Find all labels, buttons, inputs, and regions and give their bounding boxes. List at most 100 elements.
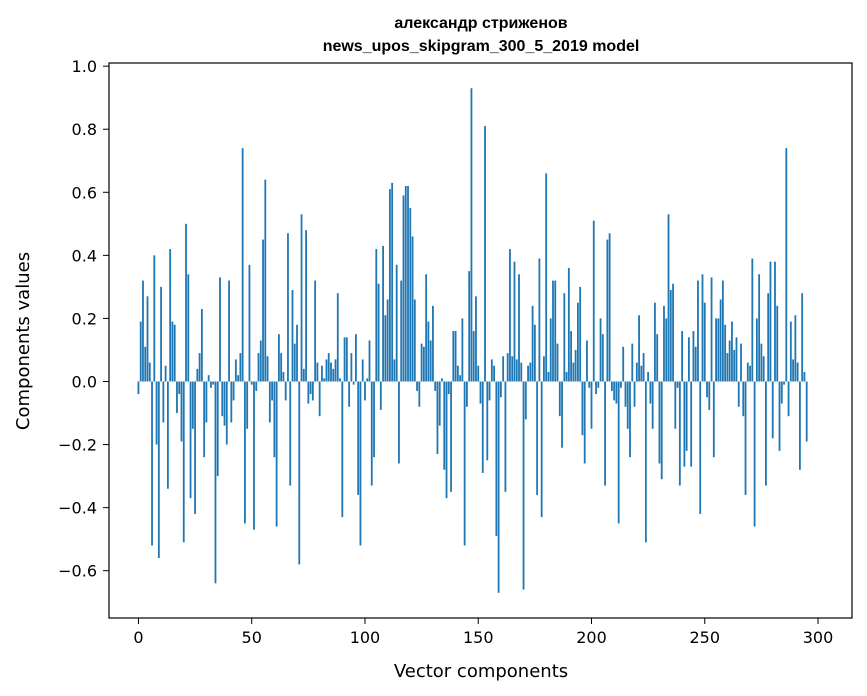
bar-284 (780, 381, 783, 404)
bar-249 (701, 274, 704, 382)
bar-62 (277, 334, 280, 382)
bar-18 (178, 381, 181, 395)
bar-223 (642, 353, 645, 382)
bar-113 (393, 359, 396, 382)
bar-140 (454, 331, 457, 382)
y-tick-label: 0.0 (72, 372, 97, 391)
bar-68 (291, 290, 294, 382)
bar-100 (364, 381, 366, 401)
bar-47 (244, 381, 246, 524)
bar-187 (561, 381, 563, 448)
bar-252 (708, 381, 711, 410)
bar-0 (137, 381, 140, 395)
bar-202 (595, 381, 597, 395)
bar-262 (731, 321, 733, 382)
bar-93 (348, 381, 351, 407)
bar-116 (400, 280, 403, 382)
y-tick-label: −0.6 (58, 562, 97, 581)
bar-115 (398, 381, 400, 464)
bar-88 (336, 293, 339, 382)
bar-200 (590, 381, 593, 429)
bar-125 (420, 343, 423, 382)
bar-155 (488, 381, 491, 401)
bar-281 (774, 261, 776, 382)
bar-157 (493, 365, 495, 382)
bar-8 (155, 381, 158, 445)
x-tick-label: 200 (576, 628, 607, 647)
bar-90 (341, 381, 344, 518)
bar-240 (681, 331, 684, 382)
bar-102 (368, 340, 371, 382)
axes-frame (108, 62, 853, 619)
bar-74 (305, 230, 307, 382)
bar-169 (520, 362, 523, 382)
bar-171 (524, 381, 527, 420)
bar-82 (323, 378, 326, 382)
bar-194 (577, 302, 579, 382)
bar-173 (529, 362, 532, 382)
bar-85 (330, 362, 332, 382)
bar-196 (581, 381, 584, 436)
bar-213 (620, 381, 622, 388)
bar-231 (660, 381, 663, 480)
bar-141 (456, 365, 459, 382)
bar-165 (511, 356, 514, 382)
bar-161 (502, 356, 505, 382)
bar-182 (549, 318, 552, 382)
bar-193 (574, 349, 577, 382)
bar-35 (216, 381, 219, 477)
bar-144 (463, 381, 466, 546)
bar-224 (644, 381, 647, 543)
bar-83 (325, 359, 328, 382)
bar-107 (379, 381, 382, 410)
bar-238 (676, 381, 679, 388)
bar-282 (776, 305, 779, 382)
bar-112 (391, 182, 394, 382)
bar-136 (445, 381, 448, 499)
bar-138 (450, 381, 452, 492)
bar-65 (284, 381, 287, 401)
bar-198 (586, 340, 588, 382)
bar-274 (758, 274, 761, 382)
bar-212 (617, 381, 620, 524)
bar-97 (357, 381, 360, 496)
bar-292 (798, 381, 801, 470)
bar-104 (373, 381, 375, 458)
bar-152 (481, 381, 484, 473)
bar-154 (486, 381, 489, 461)
bar-253 (710, 277, 713, 382)
y-tick-label: 0.4 (72, 246, 97, 265)
bar-209 (610, 381, 613, 391)
bar-5 (148, 362, 151, 382)
bar-236 (672, 283, 674, 382)
bar-189 (565, 372, 568, 382)
x-tick-label: 100 (350, 628, 381, 647)
bar-228 (654, 302, 656, 382)
bar-145 (466, 381, 468, 407)
y-axis-label: Components values (13, 252, 34, 430)
bar-118 (404, 185, 407, 382)
bar-54 (259, 340, 262, 382)
bar-190 (567, 267, 570, 382)
bar-69 (293, 343, 296, 382)
bar-250 (703, 302, 706, 382)
bar-199 (588, 381, 591, 388)
bar-36 (219, 277, 221, 382)
bar-289 (792, 359, 795, 382)
bar-38 (223, 381, 226, 426)
bar-43 (234, 359, 237, 382)
bar-257 (719, 299, 722, 382)
bar-26 (196, 368, 199, 382)
x-tick-label: 50 (242, 628, 262, 647)
bar-283 (778, 381, 781, 451)
bar-149 (475, 296, 477, 382)
bar-12 (164, 365, 167, 382)
x-tick-label: 250 (689, 628, 720, 647)
bar-139 (452, 331, 455, 382)
bar-286 (785, 148, 788, 382)
bar-48 (246, 381, 249, 429)
x-tick-label: 150 (463, 628, 494, 647)
bar-229 (656, 334, 659, 382)
bar-94 (350, 353, 353, 382)
